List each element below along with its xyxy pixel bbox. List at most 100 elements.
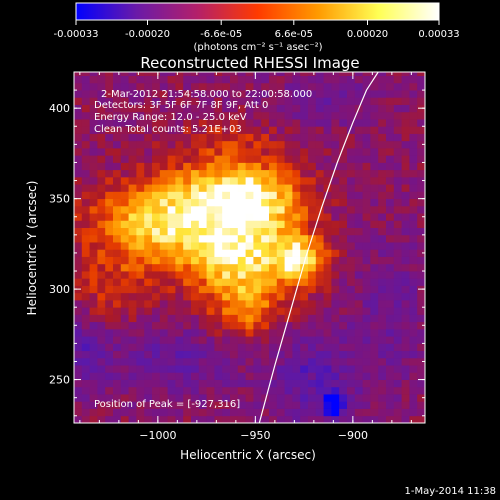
heatmap-cell — [175, 365, 184, 373]
heatmap-cell — [144, 379, 153, 388]
heatmap-cell — [183, 205, 192, 214]
heatmap-cell — [323, 271, 332, 279]
heatmap-cell — [159, 314, 168, 323]
heatmap-cell — [222, 205, 231, 214]
heatmap-cell — [81, 299, 90, 308]
heatmap-cell — [339, 184, 348, 192]
heatmap-cell — [128, 155, 137, 163]
heatmap-cell — [370, 314, 379, 323]
heatmap-cell — [113, 191, 122, 200]
heatmap-cell — [183, 82, 192, 91]
heatmap-cell — [284, 90, 293, 98]
heatmap-cell — [378, 72, 387, 77]
heatmap-cell — [339, 292, 348, 301]
heatmap-cell — [105, 155, 114, 163]
heatmap-cell — [105, 379, 114, 388]
heatmap-cell — [97, 242, 106, 250]
heatmap-cell — [214, 133, 223, 142]
x-tick-label: −950 — [240, 429, 270, 442]
heatmap-cell — [191, 256, 200, 265]
heatmap-cell — [191, 133, 200, 142]
heatmap-cell — [401, 220, 410, 228]
heatmap-cell — [113, 133, 122, 142]
heatmap-cell — [206, 234, 215, 243]
heatmap-cell — [152, 220, 161, 228]
heatmap-cell — [331, 147, 340, 156]
heatmap-cell — [230, 256, 239, 265]
heatmap-cell — [120, 104, 129, 113]
heatmap-cell — [144, 394, 153, 402]
heatmap-cell — [261, 314, 270, 323]
heatmap-cell — [144, 126, 153, 134]
heatmap-cell — [245, 263, 254, 272]
heatmap-cell — [237, 249, 246, 257]
heatmap-cell — [214, 147, 223, 156]
heatmap-cell — [128, 307, 137, 315]
heatmap-cell — [409, 140, 418, 149]
heatmap-cell — [120, 415, 129, 423]
heatmap-cell — [113, 271, 122, 279]
heatmap-cell — [198, 234, 207, 243]
heatmap-cell — [261, 205, 270, 214]
heatmap-cell — [128, 386, 137, 395]
heatmap-cell — [206, 336, 215, 344]
heatmap-cell — [253, 90, 262, 98]
heatmap-cell — [89, 198, 98, 207]
heatmap-cell — [284, 321, 293, 330]
heatmap-cell — [105, 213, 114, 221]
heatmap-cell — [152, 401, 161, 409]
heatmap-cell — [308, 90, 317, 98]
heatmap-cell — [300, 249, 309, 257]
heatmap-cell — [269, 90, 278, 98]
heatmap-cell — [245, 336, 254, 344]
heatmap-cell — [245, 242, 254, 250]
heatmap-cell — [214, 220, 223, 228]
heatmap-cell — [120, 394, 129, 402]
heatmap-cell — [222, 314, 231, 323]
heatmap-cell — [261, 111, 270, 120]
heatmap-cell — [284, 140, 293, 149]
heatmap-cell — [175, 198, 184, 207]
heatmap-cell — [89, 386, 98, 395]
heatmap-cell — [370, 336, 379, 344]
heatmap-cell — [292, 271, 301, 279]
heatmap-cell — [362, 372, 371, 380]
heatmap-cell — [331, 97, 340, 105]
heatmap-cell — [276, 256, 285, 265]
heatmap-cell — [253, 191, 262, 200]
heatmap-cell — [378, 249, 387, 257]
heatmap-cell — [269, 155, 278, 163]
heatmap-cell — [222, 176, 231, 185]
heatmap-cell — [128, 379, 137, 388]
heatmap-cell — [175, 191, 184, 200]
heatmap-cell — [206, 111, 215, 120]
heatmap-cell — [354, 343, 363, 352]
heatmap-cell — [191, 205, 200, 214]
heatmap-cell — [167, 234, 176, 243]
heatmap-cell — [323, 205, 332, 214]
heatmap-cell — [370, 321, 379, 330]
heatmap-cell — [315, 75, 324, 84]
heatmap-cell — [300, 213, 309, 221]
heatmap-cell — [167, 242, 176, 250]
heatmap-cell — [409, 249, 418, 257]
heatmap-cell — [362, 365, 371, 373]
heatmap-cell — [284, 263, 293, 272]
heatmap-cell — [230, 213, 239, 221]
heatmap-cell — [245, 155, 254, 163]
heatmap-cell — [386, 408, 395, 417]
heatmap-cell — [191, 415, 200, 423]
heatmap-cell — [409, 176, 418, 185]
heatmap-cell — [378, 328, 387, 337]
heatmap-cell — [362, 343, 371, 352]
heatmap-cell — [198, 336, 207, 344]
heatmap-cell — [417, 191, 425, 200]
heatmap-cell — [261, 147, 270, 156]
heatmap-cell — [136, 234, 145, 243]
heatmap-cell — [253, 285, 262, 294]
heatmap-cell — [417, 343, 425, 352]
heatmap-cell — [284, 234, 293, 243]
heatmap-cell — [175, 263, 184, 272]
heatmap-cell — [253, 401, 262, 409]
heatmap-cell — [128, 191, 137, 200]
